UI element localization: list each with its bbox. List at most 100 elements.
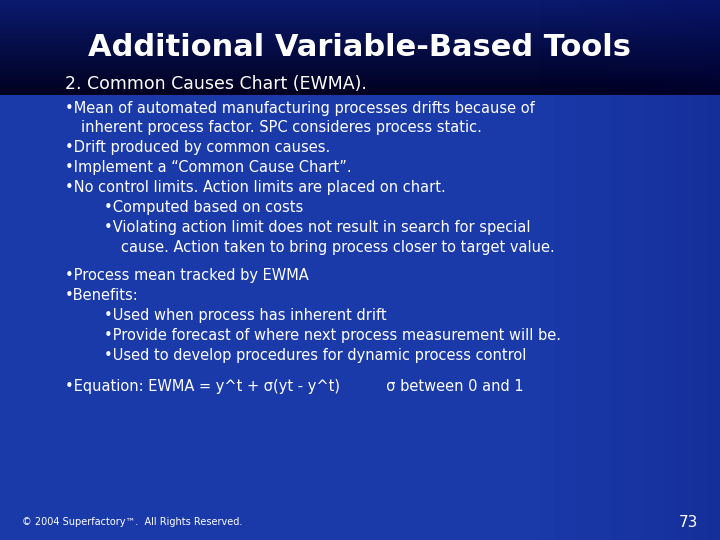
Bar — [0, 27, 720, 28]
Bar — [0, 71, 720, 72]
Bar — [0, 25, 720, 26]
Bar — [0, 42, 720, 43]
Bar — [590, 0, 594, 540]
Bar — [0, 72, 720, 73]
Bar — [0, 86, 720, 87]
Bar — [0, 67, 720, 68]
Bar — [0, 47, 720, 48]
Bar — [684, 0, 688, 540]
Bar — [666, 0, 670, 540]
Bar — [0, 28, 720, 29]
Bar — [0, 14, 720, 15]
Bar — [0, 37, 720, 38]
Bar — [675, 0, 680, 540]
Bar — [0, 82, 720, 83]
Bar — [0, 88, 720, 89]
Text: •Mean of automated manufacturing processes drifts because of: •Mean of automated manufacturing process… — [65, 100, 534, 116]
Text: •Process mean tracked by EWMA: •Process mean tracked by EWMA — [65, 268, 309, 283]
Bar — [0, 91, 720, 92]
Bar — [0, 52, 720, 53]
Bar — [572, 0, 576, 540]
Bar — [585, 0, 590, 540]
Bar — [0, 63, 720, 64]
Bar — [0, 12, 720, 14]
Bar — [706, 0, 711, 540]
Bar — [688, 0, 693, 540]
Bar — [0, 32, 720, 33]
Bar — [626, 0, 630, 540]
Bar — [0, 19, 720, 21]
Text: inherent process factor. SPC consideres process static.: inherent process factor. SPC consideres … — [81, 120, 482, 136]
Bar — [0, 45, 720, 46]
Bar — [0, 16, 720, 17]
Bar — [0, 51, 720, 52]
Bar — [0, 15, 720, 16]
Bar — [0, 48, 720, 49]
Bar — [0, 21, 720, 22]
Bar — [0, 36, 720, 37]
Bar — [0, 23, 720, 24]
Bar — [0, 0, 720, 1]
Bar — [594, 0, 598, 540]
Bar — [648, 0, 652, 540]
Bar — [0, 80, 720, 81]
Bar — [698, 0, 702, 540]
Bar — [0, 50, 720, 51]
Bar — [0, 7, 720, 8]
Bar — [0, 40, 720, 41]
Bar — [670, 0, 675, 540]
Bar — [540, 0, 544, 540]
Bar — [0, 18, 720, 19]
Bar — [0, 79, 720, 80]
Bar — [0, 29, 720, 30]
Bar — [657, 0, 662, 540]
Bar — [0, 66, 720, 67]
Bar — [0, 75, 720, 76]
Bar — [603, 0, 608, 540]
Bar — [616, 0, 621, 540]
Bar — [0, 90, 720, 91]
Text: •Benefits:: •Benefits: — [65, 288, 138, 303]
Bar — [0, 81, 720, 82]
Bar — [0, 64, 720, 65]
Bar — [0, 33, 720, 34]
Bar — [716, 0, 720, 540]
Text: •No control limits. Action limits are placed on chart.: •No control limits. Action limits are pl… — [65, 180, 446, 195]
Bar — [0, 35, 720, 36]
Bar — [0, 87, 720, 88]
Bar — [567, 0, 572, 540]
Bar — [0, 34, 720, 35]
Bar — [634, 0, 639, 540]
Bar — [544, 0, 549, 540]
Bar — [608, 0, 612, 540]
Bar — [0, 44, 720, 45]
Bar — [702, 0, 706, 540]
Bar — [576, 0, 580, 540]
Bar — [0, 8, 720, 9]
Bar — [711, 0, 716, 540]
Text: •Used to develop procedures for dynamic process control: •Used to develop procedures for dynamic … — [104, 348, 527, 363]
Bar — [0, 5, 720, 6]
Bar — [0, 57, 720, 58]
Text: •Equation: EWMA = y^t + σ(yt - y^t)          σ between 0 and 1: •Equation: EWMA = y^t + σ(yt - y^t) σ be… — [65, 379, 523, 394]
Bar — [0, 2, 720, 3]
Bar — [0, 6, 720, 7]
Bar — [0, 22, 720, 23]
Bar — [0, 31, 720, 32]
Bar — [562, 0, 567, 540]
Bar — [0, 68, 720, 69]
Bar — [0, 17, 720, 18]
Bar — [612, 0, 616, 540]
Bar — [0, 41, 720, 42]
Text: © 2004 Superfactory™.  All Rights Reserved.: © 2004 Superfactory™. All Rights Reserve… — [22, 517, 242, 527]
Bar — [0, 53, 720, 55]
Text: •Implement a “Common Cause Chart”.: •Implement a “Common Cause Chart”. — [65, 160, 351, 175]
Text: Additional Variable-Based Tools: Additional Variable-Based Tools — [89, 33, 631, 62]
Bar — [0, 78, 720, 79]
Bar — [0, 73, 720, 74]
Bar — [644, 0, 648, 540]
Text: •Violating action limit does not result in search for special: •Violating action limit does not result … — [104, 220, 531, 235]
Bar — [0, 74, 720, 75]
Bar — [0, 77, 720, 78]
Bar — [621, 0, 626, 540]
